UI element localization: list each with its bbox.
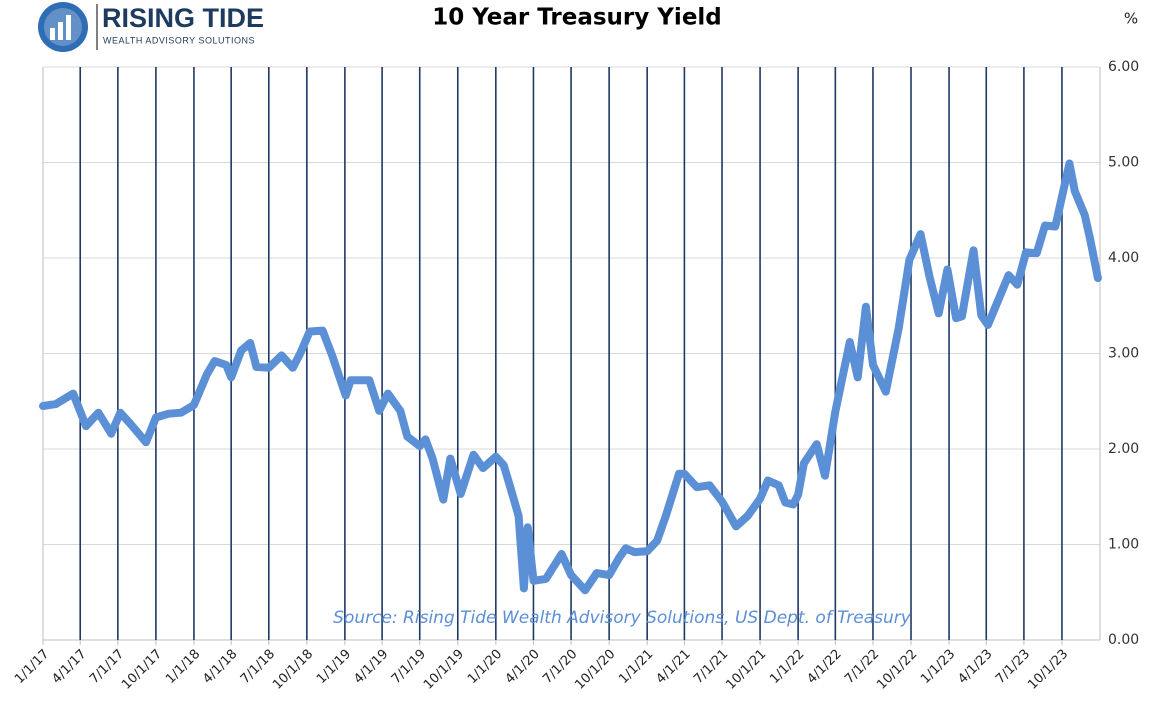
x-tick-label: 4/1/23	[955, 647, 995, 687]
x-tick-label: 10/1/18	[270, 647, 316, 693]
x-tick-label: 1/1/17	[12, 647, 52, 687]
x-tick-label: 1/1/20	[465, 647, 505, 687]
y-tick-label: 4.00	[1108, 250, 1139, 266]
x-tick-label: 1/1/22	[767, 647, 807, 687]
logo-name: RISING TIDE	[102, 3, 264, 33]
x-tick-label: 4/1/18	[200, 647, 240, 687]
y-tick-label: 6.00	[1108, 59, 1139, 75]
x-tick-label: 10/1/20	[572, 647, 618, 693]
logo-bar	[50, 28, 55, 40]
x-tick-label: 1/1/18	[163, 647, 203, 687]
y-tick-label: 3.00	[1108, 346, 1139, 362]
chart-title: 10 Year Treasury Yield	[432, 5, 722, 31]
x-tick-label: 1/1/21	[616, 647, 656, 687]
series-line	[39, 159, 1102, 595]
x-tick-label: 4/1/20	[503, 647, 543, 687]
x-tick-label: 4/1/22	[804, 647, 844, 687]
y-tick-label: 1.00	[1108, 537, 1139, 553]
y-unit: %	[1124, 10, 1138, 28]
logo-tagline: WEALTH ADVISORY SOLUTIONS	[103, 35, 255, 45]
x-tick-label: 10/1/17	[119, 647, 165, 693]
x-tick-label: 1/1/23	[918, 647, 958, 687]
x-tick-label: 4/1/21	[654, 647, 694, 687]
x-tick-label: 10/1/21	[723, 647, 769, 693]
logo: RISING TIDE WEALTH ADVISORY SOLUTIONS	[38, 2, 264, 52]
annotation: Source: Rising Tide Wealth Advisory Solu…	[333, 608, 912, 628]
x-tick-label: 4/1/19	[351, 647, 391, 687]
y-tick-label: 5.00	[1108, 155, 1139, 171]
x-tick-label: 10/1/22	[874, 647, 920, 693]
x-tick-label: 10/1/19	[421, 647, 467, 693]
y-tick-label: 0.00	[1108, 632, 1139, 648]
logo-bar	[58, 22, 63, 40]
x-tick-label: 10/1/23	[1025, 647, 1071, 693]
y-tick-label: 2.00	[1108, 441, 1139, 457]
x-tick-label: 1/1/19	[314, 647, 354, 687]
x-tick-label: 4/1/17	[49, 647, 89, 687]
logo-bar	[66, 15, 71, 40]
